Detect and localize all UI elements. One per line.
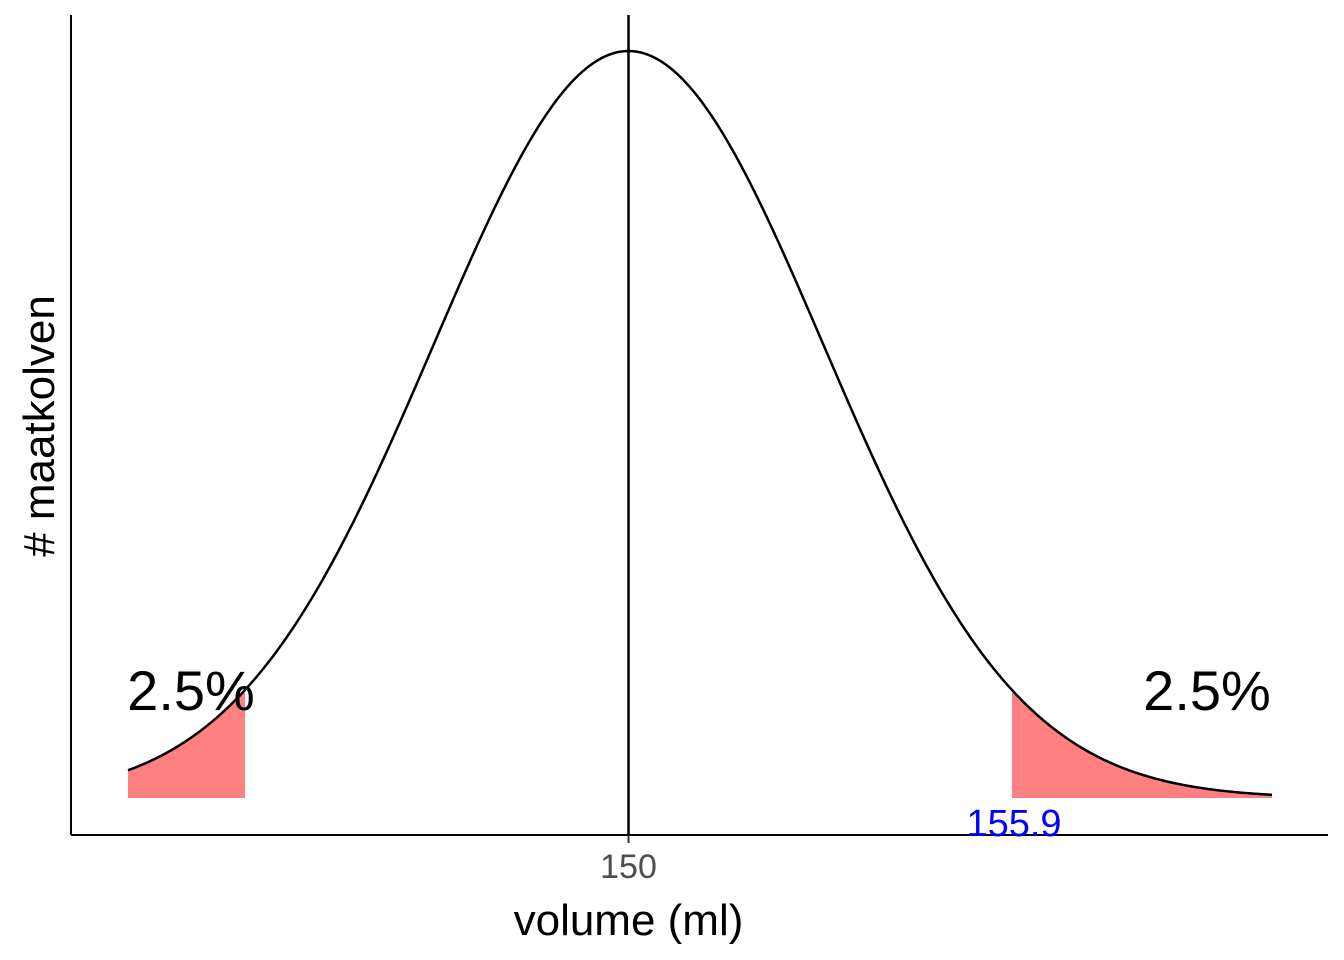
left-tail-area [128,690,245,798]
left-tail-label: 2.5% [127,659,255,722]
y-axis-title: # maatkolven [15,295,64,557]
right-tail-label: 2.5% [1143,659,1271,722]
critical-value-label: 155.9 [966,803,1061,845]
x-axis-title: volume (ml) [514,896,744,945]
x-tick-label: 150 [600,848,657,886]
tails-layer [128,690,1272,798]
density-curve [127,49,1273,797]
x-ticks: 150 [600,835,657,886]
annotations: 2.5% 2.5% 155.9 [127,659,1271,845]
right-tail-area [1012,690,1272,798]
